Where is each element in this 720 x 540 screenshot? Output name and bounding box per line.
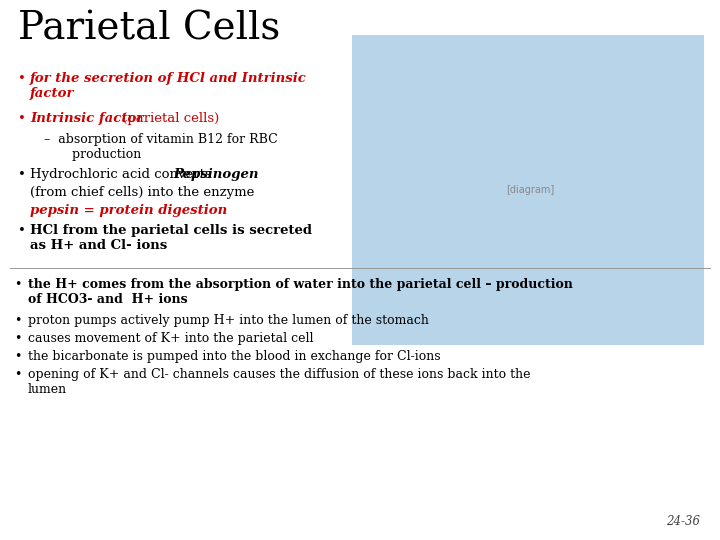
Text: •: • bbox=[14, 332, 22, 345]
Text: proton pumps actively pump H+ into the lumen of the stomach: proton pumps actively pump H+ into the l… bbox=[28, 314, 429, 327]
Text: Pepsinogen: Pepsinogen bbox=[173, 168, 258, 181]
Text: pepsin = protein digestion: pepsin = protein digestion bbox=[30, 204, 228, 217]
Text: •: • bbox=[18, 72, 26, 85]
Text: the H+ comes from the absorption of water into the parietal cell – production
of: the H+ comes from the absorption of wate… bbox=[28, 278, 573, 306]
Text: the bicarbonate is pumped into the blood in exchange for Cl-ions: the bicarbonate is pumped into the blood… bbox=[28, 350, 441, 363]
Text: HCl from the parietal cells is secreted
as H+ and Cl- ions: HCl from the parietal cells is secreted … bbox=[30, 224, 312, 252]
Text: (parietal cells): (parietal cells) bbox=[118, 112, 220, 125]
Text: for the secretion of HCl and Intrinsic
factor: for the secretion of HCl and Intrinsic f… bbox=[30, 72, 307, 100]
Text: Parietal Cells: Parietal Cells bbox=[18, 10, 280, 47]
Text: Hydrochloric acid converts: Hydrochloric acid converts bbox=[30, 168, 216, 181]
Text: •: • bbox=[18, 168, 26, 181]
Text: –  absorption of vitamin B12 for RBC
       production: – absorption of vitamin B12 for RBC prod… bbox=[44, 133, 278, 161]
Text: opening of K+ and Cl- channels causes the diffusion of these ions back into the
: opening of K+ and Cl- channels causes th… bbox=[28, 368, 531, 396]
Text: [diagram]: [diagram] bbox=[506, 185, 554, 195]
Text: •: • bbox=[14, 368, 22, 381]
Bar bbox=[352, 35, 704, 345]
Text: Intrinsic factor: Intrinsic factor bbox=[30, 112, 143, 125]
Text: •: • bbox=[18, 224, 26, 237]
Text: •: • bbox=[14, 350, 22, 363]
Text: •: • bbox=[14, 314, 22, 327]
Text: 24-36: 24-36 bbox=[666, 515, 700, 528]
Text: (from chief cells) into the enzyme: (from chief cells) into the enzyme bbox=[30, 186, 254, 199]
Text: causes movement of K+ into the parietal cell: causes movement of K+ into the parietal … bbox=[28, 332, 313, 345]
Text: •: • bbox=[18, 112, 26, 125]
Text: •: • bbox=[14, 278, 22, 291]
